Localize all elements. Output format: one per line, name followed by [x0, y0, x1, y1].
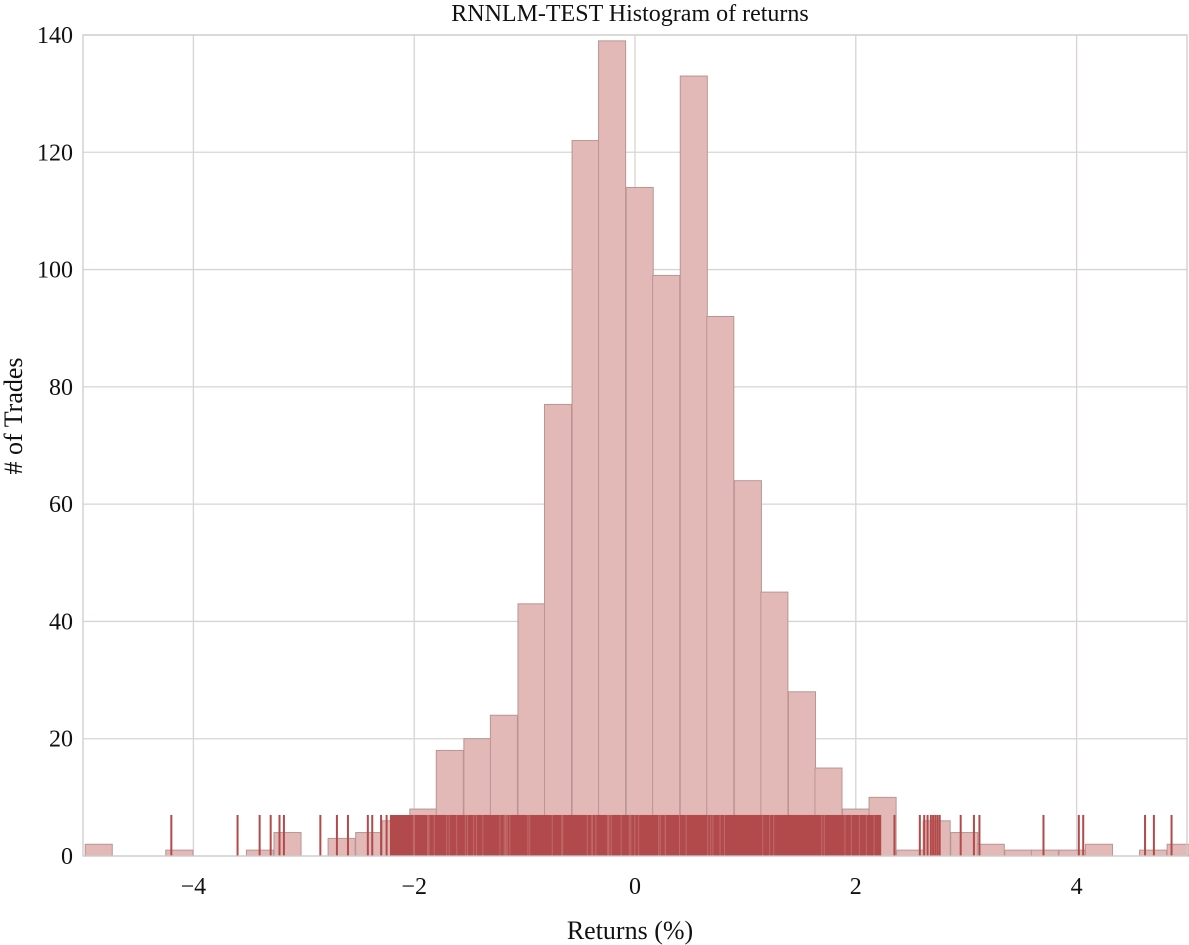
x-axis-title: Returns (%) — [567, 916, 693, 945]
y-tick-label: 20 — [49, 727, 73, 753]
rug-dense-band — [389, 814, 882, 856]
histogram-bar — [1058, 849, 1087, 857]
histogram-bar — [625, 186, 654, 857]
histogram-bar — [1030, 849, 1059, 857]
rug-marks — [170, 814, 1173, 856]
histogram-bar — [273, 832, 302, 857]
histogram-bars — [84, 40, 1189, 857]
histogram-bar — [679, 75, 708, 857]
y-tick-label: 100 — [37, 258, 73, 284]
histogram-bar — [1004, 849, 1033, 857]
histogram-bar — [1084, 843, 1113, 857]
histogram-bar — [976, 843, 1005, 857]
x-tick-labels: −4 −2 0 2 4 — [181, 874, 1083, 900]
x-tick-label: −2 — [401, 874, 427, 900]
y-tick-label: 120 — [37, 140, 73, 166]
y-tick-label: 0 — [61, 844, 73, 870]
histogram-bar — [598, 40, 627, 857]
histogram-bar — [706, 315, 735, 857]
histogram-bar — [165, 849, 194, 857]
y-tick-label: 40 — [49, 609, 73, 635]
y-tick-label: 140 — [37, 23, 73, 49]
x-tick-label: −4 — [181, 874, 207, 900]
histogram-bar — [543, 403, 573, 857]
histogram-bar — [652, 274, 681, 857]
y-tick-label: 80 — [49, 375, 73, 401]
histogram-bar — [355, 832, 384, 857]
x-tick-label: 2 — [850, 874, 862, 900]
chart-title: RNNLM-TEST Histogram of returns — [451, 1, 809, 27]
y-axis-title: # of Trades — [0, 357, 28, 474]
x-tick-label: 0 — [629, 874, 641, 900]
histogram-bar — [84, 843, 113, 857]
y-tick-label: 60 — [49, 492, 73, 518]
y-tick-labels: 0 20 40 60 80 100 120 140 — [37, 23, 73, 870]
histogram-bar — [517, 603, 546, 857]
plot-frame — [82, 34, 1188, 857]
x-tick-label: 4 — [1071, 874, 1083, 900]
histogram-bar — [733, 480, 762, 857]
histogram-bar — [571, 140, 600, 857]
histogram-bar — [1166, 843, 1189, 857]
histogram-bar — [327, 837, 356, 857]
